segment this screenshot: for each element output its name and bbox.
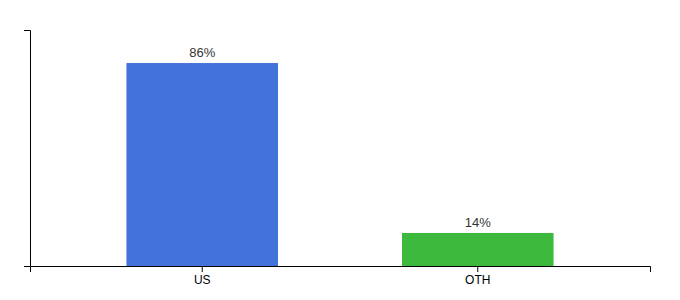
y-axis [24, 31, 31, 267]
x-tick-mark [202, 266, 203, 272]
x-tick: OTH [465, 266, 490, 287]
x-tick-label: US [194, 273, 211, 287]
data-label: 14% [465, 215, 491, 230]
bar [402, 233, 554, 266]
x-axis: US OTH [31, 266, 651, 287]
chart-container: US OTH 86% 14% [0, 0, 680, 300]
x-tick: US [194, 266, 211, 287]
x-tick-label: OTH [465, 273, 490, 287]
plot-area: US OTH 86% 14% [24, 31, 651, 287]
x-tick-mark [477, 266, 478, 272]
data-label: 86% [189, 45, 215, 60]
bar [126, 63, 278, 266]
x-axis-line [31, 267, 651, 273]
bars [126, 63, 553, 266]
y-axis-line [24, 31, 31, 267]
data-labels: 86% 14% [189, 45, 491, 230]
chart-svg: US OTH 86% 14% [0, 0, 680, 300]
